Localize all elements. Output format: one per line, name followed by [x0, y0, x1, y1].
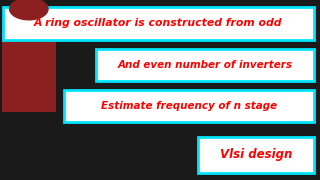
FancyBboxPatch shape: [3, 7, 314, 40]
Circle shape: [10, 0, 48, 20]
FancyBboxPatch shape: [198, 137, 314, 173]
FancyBboxPatch shape: [96, 49, 314, 81]
Text: Vlsi design: Vlsi design: [220, 148, 292, 161]
FancyBboxPatch shape: [2, 18, 56, 112]
Text: Estimate frequency of n stage: Estimate frequency of n stage: [101, 101, 277, 111]
FancyBboxPatch shape: [64, 90, 314, 122]
Text: A ring oscillator is constructed from odd: A ring oscillator is constructed from od…: [34, 18, 283, 28]
Text: And even number of inverters: And even number of inverters: [117, 60, 292, 70]
